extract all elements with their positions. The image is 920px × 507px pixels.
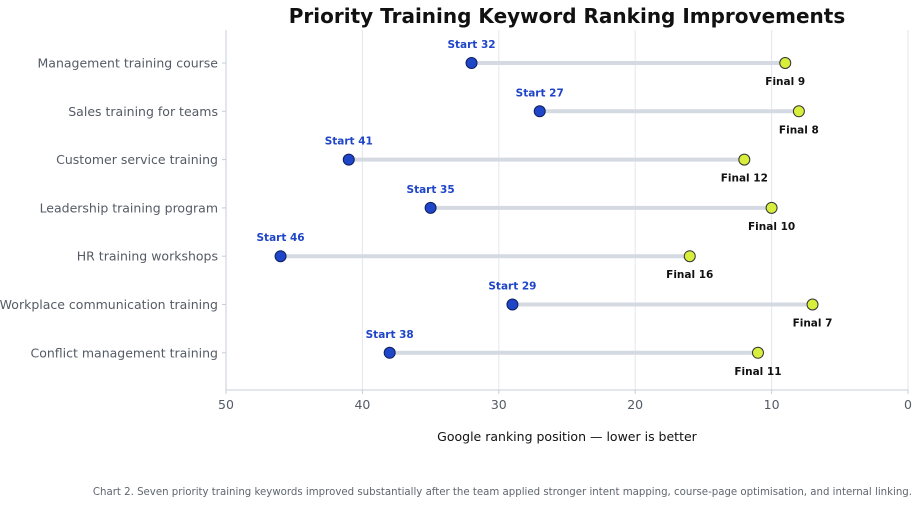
start-point xyxy=(383,346,396,359)
start-data-label: Start 27 xyxy=(516,87,564,99)
final-point xyxy=(751,346,764,359)
category-label: Customer service training xyxy=(56,152,218,167)
final-point xyxy=(779,57,792,69)
final-data-label: Final 10 xyxy=(748,221,795,233)
final-data-label: Final 12 xyxy=(721,173,768,185)
x-axis-label: Google ranking position — lower is bette… xyxy=(437,429,697,444)
final-point xyxy=(792,105,805,118)
start-data-label: Start 41 xyxy=(325,136,373,148)
start-data-label: Start 32 xyxy=(447,39,495,51)
category-label: Sales training for teams xyxy=(68,104,218,119)
start-data-label: Start 38 xyxy=(366,329,414,341)
category-label: Workplace communication training xyxy=(0,297,218,312)
start-point xyxy=(533,105,546,118)
x-tick-label: 40 xyxy=(354,397,370,412)
x-tick-label: 10 xyxy=(764,397,780,412)
final-data-label: Final 7 xyxy=(793,318,833,330)
final-point xyxy=(765,201,778,214)
category-label: Management training course xyxy=(38,56,219,71)
start-data-label: Start 46 xyxy=(256,232,304,244)
final-data-label: Final 8 xyxy=(779,124,819,136)
final-point xyxy=(683,250,696,263)
final-point xyxy=(806,298,819,311)
start-point xyxy=(465,57,478,69)
start-point xyxy=(274,250,287,263)
chart-caption: Chart 2. Seven priority training keyword… xyxy=(92,487,912,498)
final-data-label: Final 9 xyxy=(765,76,805,88)
category-label: HR training workshops xyxy=(77,249,218,264)
x-tick-label: 30 xyxy=(491,397,507,412)
final-data-label: Final 16 xyxy=(666,269,713,281)
final-point xyxy=(738,153,751,166)
x-tick-label: 0 xyxy=(904,397,912,412)
start-data-label: Start 29 xyxy=(488,281,536,293)
final-data-label: Final 11 xyxy=(734,366,781,378)
start-point xyxy=(506,298,519,311)
x-tick-label: 20 xyxy=(627,397,643,412)
category-label: Conflict management training xyxy=(30,345,218,360)
start-data-label: Start 35 xyxy=(407,184,455,196)
category-label: Leadership training program xyxy=(40,200,218,215)
start-point xyxy=(424,201,437,214)
start-point xyxy=(342,153,355,166)
x-tick-label: 50 xyxy=(218,397,234,412)
chart-title: Priority Training Keyword Ranking Improv… xyxy=(289,4,846,28)
